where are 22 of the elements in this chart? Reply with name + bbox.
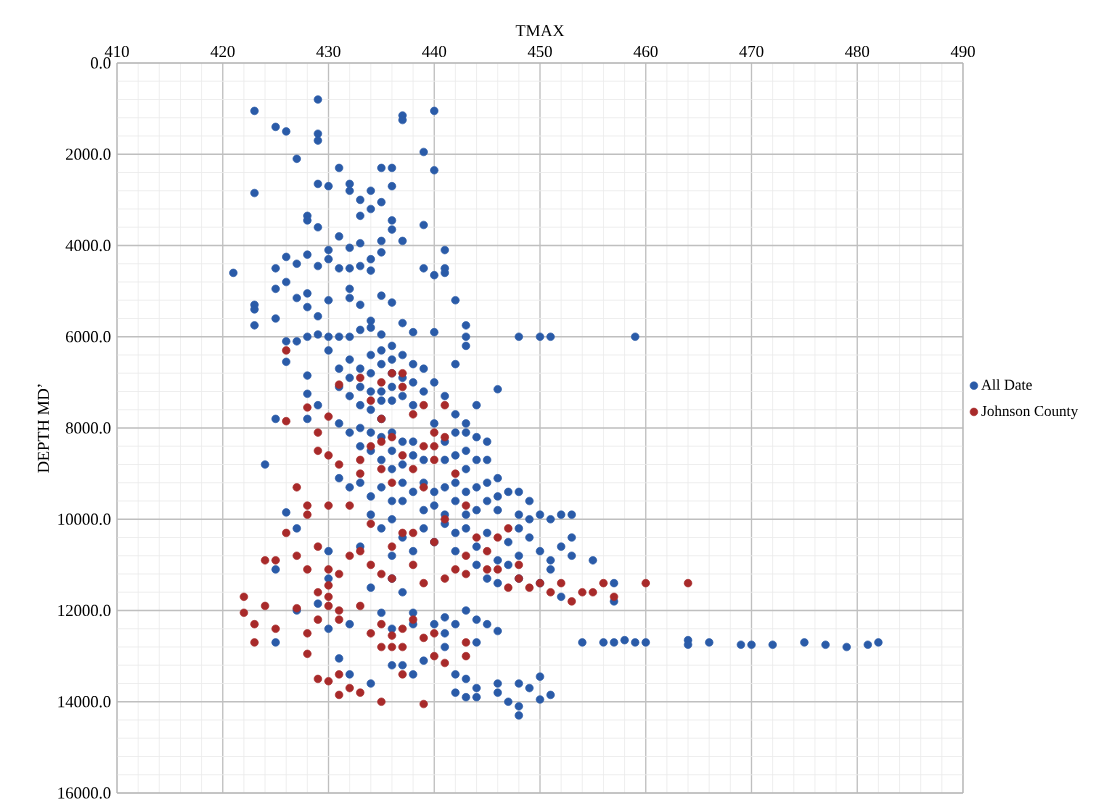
y-tick-label: 12000.0 (58, 604, 111, 617)
legend-label: All Date (981, 379, 1032, 390)
y-tick-label: 14000.0 (58, 696, 111, 708)
x-tick-label: 420 (210, 45, 235, 58)
y-tick-label: 8000.0 (65, 422, 111, 434)
y-tick-label: 4000.0 (65, 239, 111, 252)
x-tick-label: 410 (104, 45, 129, 58)
x-axis-title: TMAX (515, 25, 565, 37)
x-tick-label: 470 (739, 45, 764, 58)
y-tick-label: 0.0 (90, 57, 111, 69)
x-tick-label: 440 (422, 45, 447, 58)
legend-label: Johnson County (981, 405, 1079, 420)
y-tick-label: 16000.0 (58, 787, 111, 799)
y-axis-title: DEPTH MD’ (37, 384, 49, 473)
y-tick-label: 10000.0 (58, 513, 111, 525)
x-tick-label: 430 (316, 45, 341, 58)
y-tick-label: 6000.0 (65, 331, 111, 343)
x-tick-label: 460 (633, 45, 658, 58)
y-tick-label: 2000.0 (66, 148, 111, 160)
x-tick-label: 490 (950, 45, 975, 58)
x-tick-label: 450 (527, 45, 552, 58)
x-tick-label: 480 (845, 45, 870, 58)
